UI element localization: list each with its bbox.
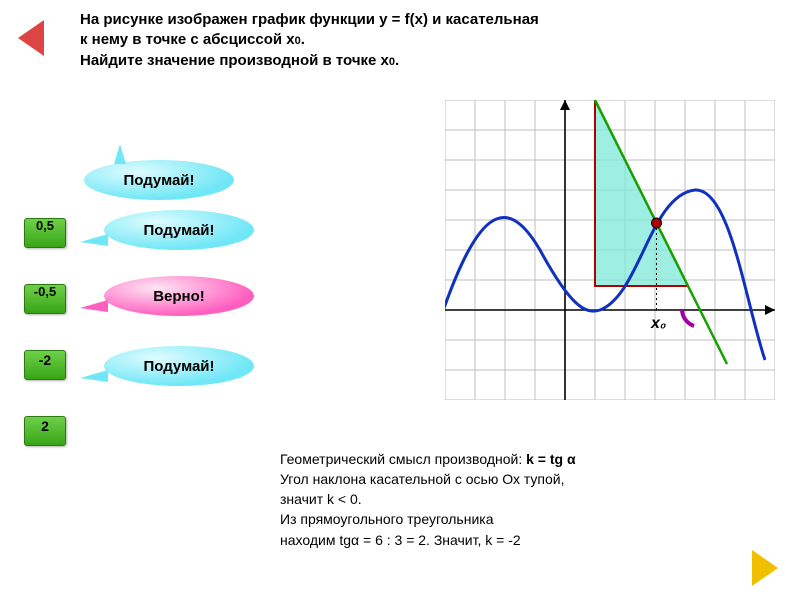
feedback-bubble: Подумай! bbox=[84, 160, 234, 200]
sub-zero: 0 bbox=[295, 35, 301, 47]
explain-line: значит k < 0. bbox=[280, 491, 362, 507]
graph-chart: x₀ bbox=[445, 100, 775, 400]
feedback-text: Подумай! bbox=[143, 358, 214, 375]
nav-next-button[interactable] bbox=[752, 550, 778, 586]
answer-value: -2 bbox=[39, 352, 51, 368]
explain-line: Геометрический смысл производной: bbox=[280, 451, 526, 467]
answer-button-2[interactable]: -2 bbox=[24, 350, 66, 380]
feedback-text: Подумай! bbox=[143, 222, 214, 239]
answers-panel: Подумай! 0,5 Подумай! -0,5 Верно! -2 Под… bbox=[24, 200, 324, 464]
explain-line: Угол наклона касательной с осью Ох тупой… bbox=[280, 471, 565, 487]
answer-button-1[interactable]: -0,5 bbox=[24, 284, 66, 314]
explain-line: находим tgα = 6 : 3 = 2. Значит, k = -2 bbox=[280, 532, 521, 548]
answer-value: 0,5 bbox=[36, 218, 54, 233]
nav-back-button[interactable] bbox=[18, 20, 44, 56]
feedback-text: Подумай! bbox=[123, 172, 194, 189]
problem-line2: к нему в точке с абсциссой x bbox=[80, 31, 295, 48]
answer-value: -0,5 bbox=[34, 284, 56, 299]
answer-value: 2 bbox=[41, 418, 49, 434]
sub-zero: 0 bbox=[389, 56, 395, 68]
feedback-bubble: Подумай! bbox=[104, 346, 254, 386]
explain-line: Из прямоугольного треугольника bbox=[280, 511, 494, 527]
feedback-bubble: Подумай! bbox=[104, 210, 254, 250]
feedback-bubble: Верно! bbox=[104, 276, 254, 316]
answer-button-0[interactable]: 0,5 bbox=[24, 218, 66, 248]
problem-line3: Найдите значение производной в точке x bbox=[80, 52, 389, 69]
explain-formula: k = tg α bbox=[526, 451, 575, 467]
problem-line1: На рисунке изображен график функции y = … bbox=[80, 11, 539, 28]
explanation-text: Геометрический смысл производной: k = tg… bbox=[280, 449, 760, 550]
answer-button-3[interactable]: 2 bbox=[24, 416, 66, 446]
svg-text:x₀: x₀ bbox=[650, 315, 666, 332]
problem-text: На рисунке изображен график функции y = … bbox=[80, 10, 600, 71]
feedback-text: Верно! bbox=[153, 288, 205, 305]
